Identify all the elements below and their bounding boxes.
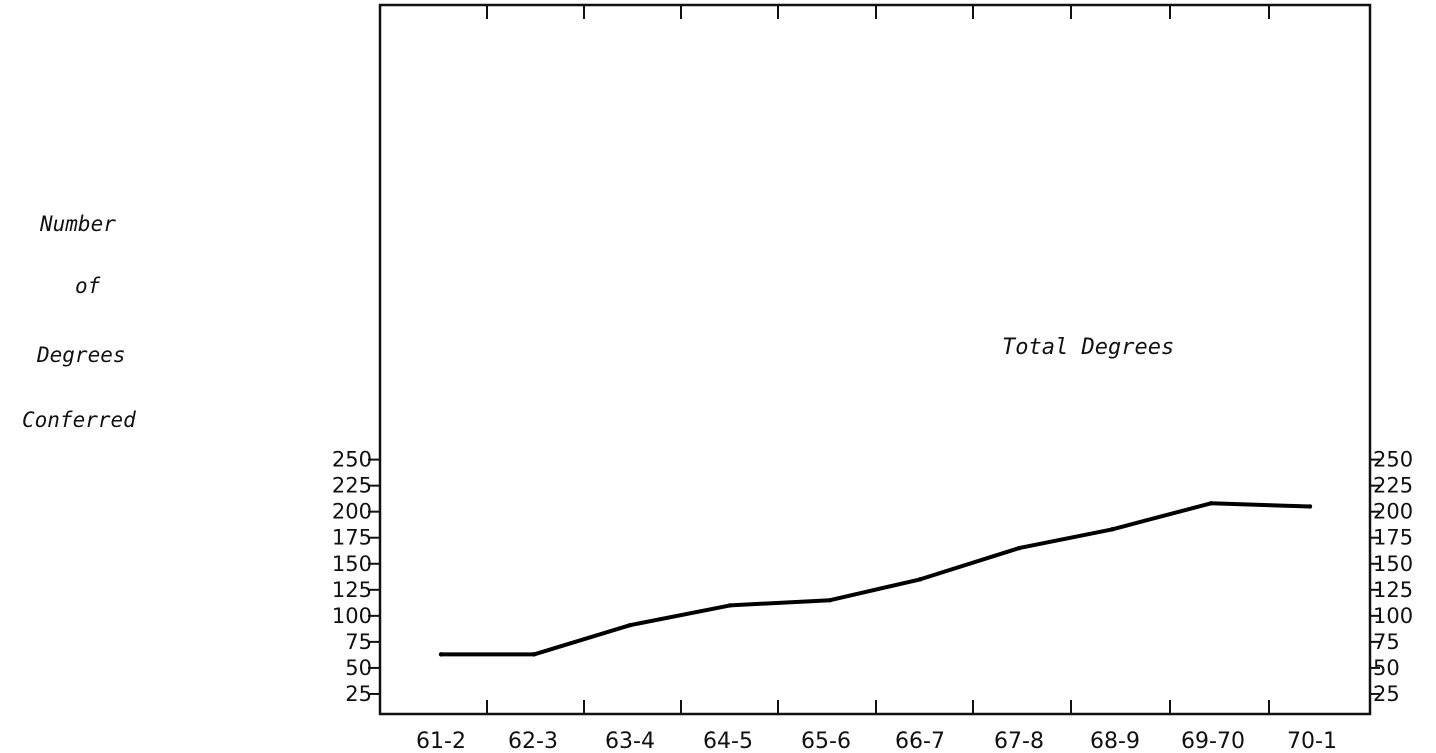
data-point-62-3 (531, 652, 537, 657)
x-tick-label-69-70: 69-70 (1181, 729, 1245, 753)
y-tick-label-left-125: 125 (332, 578, 372, 602)
data-point-69-70 (1208, 501, 1214, 506)
series-annotation-total-degrees: Total Degrees (1002, 335, 1174, 360)
y-axis-label-line-1: Number (40, 212, 116, 236)
y-tick-label-right-150: 150 (1373, 552, 1413, 576)
x-tick-label-62-3: 62-3 (508, 729, 558, 753)
x-tick-label-68-9: 68-9 (1090, 729, 1140, 753)
y-tick-label-right-25: 25 (1373, 682, 1400, 706)
data-point-63-4 (627, 623, 633, 628)
y-axis-label-line-4: Conferred (22, 408, 136, 432)
plot-frame (378, 3, 1372, 716)
y-tick-label-right-200: 200 (1373, 500, 1413, 524)
data-point-70-1 (1307, 504, 1313, 509)
x-axis: 61-2 62-3 63-4 64-5 65-6 66-7 67-8 68-9 69-70 70-… (416, 5, 1337, 753)
y-axis-label-line-3: Degrees (37, 343, 126, 367)
y-tick-label-left-175: 175 (332, 526, 372, 550)
x-tick-label-61-2: 61-2 (416, 729, 466, 753)
data-point-64-5 (727, 603, 733, 608)
y-tick-label-left-150: 150 (332, 552, 372, 576)
x-tick-label-63-4: 63-4 (605, 729, 655, 753)
y-tick-label-left-250: 250 (332, 448, 372, 472)
y-tick-label-left-50: 50 (345, 656, 372, 680)
data-point-65-6 (827, 598, 833, 603)
y-tick-label-right-250: 250 (1373, 448, 1413, 472)
x-tick-label-64-5: 64-5 (703, 729, 753, 753)
y-tick-label-left-25: 25 (345, 682, 372, 706)
y-tick-label-right-50: 50 (1373, 656, 1400, 680)
data-point-66-7 (917, 577, 923, 582)
y-tick-label-left-225: 225 (332, 474, 372, 498)
y-tick-label-right-175: 175 (1373, 526, 1413, 550)
x-tick-label-70-1: 70-1 (1287, 729, 1337, 753)
y-tick-label-right-75: 75 (1373, 630, 1400, 654)
data-point-61-2 (438, 652, 444, 657)
y-tick-label-left-200: 200 (332, 500, 372, 524)
x-tick-label-65-6: 65-6 (801, 729, 851, 753)
y-axis-label-line-2: of (75, 274, 101, 298)
x-tick-label-66-7: 66-7 (895, 729, 945, 753)
y-tick-label-right-225: 225 (1373, 474, 1413, 498)
y-tick-label-left-100: 100 (332, 604, 372, 628)
data-point-67-8 (1016, 545, 1022, 551)
series-layer (438, 501, 1313, 657)
y-tick-label-right-125: 125 (1373, 578, 1413, 602)
y-tick-label-left-75: 75 (345, 630, 372, 654)
data-point-68-9 (1109, 527, 1115, 532)
series-line-0 (439, 501, 1312, 657)
x-tick-label-67-8: 67-8 (994, 729, 1044, 753)
y-tick-label-right-100: 100 (1373, 604, 1413, 628)
